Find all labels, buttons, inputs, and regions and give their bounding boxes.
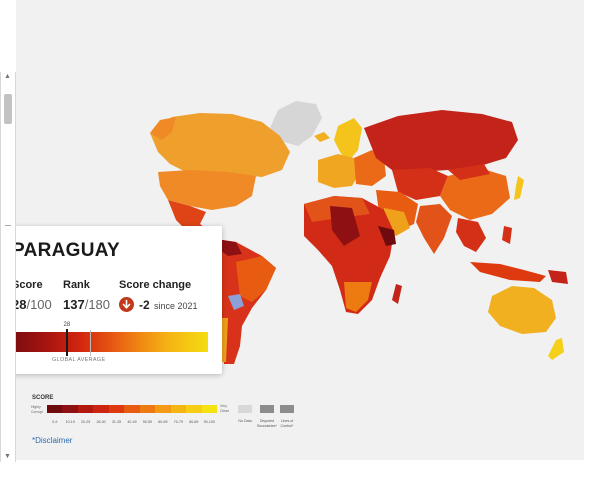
country-name: PARAGUAY [16,240,120,261]
scroll-up-arrow-icon[interactable]: ▲ [4,73,11,80]
madagascar-region[interactable] [392,284,402,304]
russia-region[interactable] [364,110,518,172]
africa-region[interactable] [304,196,394,314]
chile-region[interactable] [222,318,228,362]
legend-range-label: 50-59 [142,420,153,424]
legend-disputed-label: Disputed Boundaries* [257,419,277,428]
alaska-region[interactable] [150,117,176,140]
china-region[interactable] [440,168,510,220]
legend-range-label: 10-19 [65,420,75,424]
disclaimer-link[interactable]: *Disclaimer [32,436,72,445]
rank-value-group: 137/180 [63,297,110,312]
papua-region[interactable] [548,270,568,284]
legend-highly-corrupt: Highly Corrupt [31,405,43,414]
legend-range-label: 90-100 [203,420,215,424]
rank-label: Rank [63,279,90,291]
legend-color-swatch [170,405,187,413]
legend-no-data-label: No Data [238,419,252,423]
score-change-label: Score change [119,279,192,291]
new-zealand-region[interactable] [548,338,564,360]
indonesia-region[interactable] [470,262,546,282]
global-average-marker [90,330,91,356]
legend-color-swatch [93,405,109,413]
legend-color-swatch [108,405,125,413]
brazil-region[interactable] [236,256,276,302]
sahel-region[interactable] [330,206,360,246]
world-map-stage[interactable]: PARAGUAY Score Rank Score change 28/100 … [16,0,584,460]
southern-africa-region[interactable] [344,282,372,312]
score-change-value: -2 [139,298,150,312]
rank-total: /180 [84,297,111,312]
iceland-region[interactable] [314,132,330,142]
score-change-since: since 2021 [154,301,198,311]
score-gradient-bar [16,332,208,352]
legend-lines-of-control-swatch [280,405,294,413]
legend-color-swatch [77,405,94,413]
legend-range-label: 20-25 [81,420,91,424]
scandinavia-region[interactable] [334,118,362,162]
legend-color-swatch [139,405,156,413]
mongolia-region[interactable] [448,164,490,180]
philippines-region[interactable] [502,226,512,244]
score-value: 28 [16,297,27,312]
score-marker-label: 28 [63,322,71,328]
legend-no-data-swatch [238,405,252,413]
legend-color-swatch [62,405,78,413]
legend-range-label: 31-35 [111,420,122,424]
legend-very-clean: Very Clean [220,404,230,413]
scrollbar-thumb[interactable] [4,94,12,124]
legend-color-swatch [124,405,140,413]
india-region[interactable] [416,204,452,254]
legend-range-label: 80-89 [189,420,199,424]
greenland-region[interactable] [270,101,322,146]
legend-range-label: 70-79 [173,420,183,424]
australia-region[interactable] [488,286,556,334]
usa-region[interactable] [158,170,256,210]
score-label: Score [16,279,43,291]
scrollbar-divider [5,225,11,226]
country-info-card: PARAGUAY Score Rank Score change 28/100 … [16,226,222,374]
disclaimer-text[interactable]: Disclaimer [35,436,73,445]
mexico-region[interactable] [168,200,206,232]
legend-range-labels: 0-9 10-19 20-25 26-30 31-35 40-49 50-59 60-69 70… [47,420,217,424]
legend-color-swatch [201,405,217,413]
southeast-asia-region[interactable] [456,218,486,252]
legend-color-swatch [186,405,202,413]
paraguay-region[interactable] [228,294,244,310]
legend-range-label: 60-69 [158,420,168,424]
central-asia-region[interactable] [392,168,448,200]
legend-range-label: 0-9 [52,420,58,424]
legend-range-label: 40-49 [127,420,137,424]
vertical-scrollbar[interactable]: ▲ ▼ [0,72,16,462]
japan-region[interactable] [514,176,524,200]
score-marker [65,329,68,356]
scroll-down-arrow-icon[interactable]: ▼ [4,453,11,460]
global-average-label: GLOBAL AVERAGE [52,357,106,363]
legend-range-label: 26-30 [96,420,106,424]
horn-of-africa-region[interactable] [378,226,396,246]
world-map[interactable] [16,0,584,460]
score-max: /100 [26,297,52,312]
score-value-group: 28/100 [16,297,52,312]
legend-lines-of-control-label: Lines of Control* [280,419,294,428]
legend-color-scale [47,405,217,413]
legend-title: SCORE [32,395,54,401]
disclaimer-marker: * [32,436,36,445]
western-europe-region[interactable] [318,154,360,188]
canada-region[interactable] [150,113,290,177]
venezuela-region[interactable] [220,240,242,256]
arrow-down-circle-icon [119,297,134,312]
legend-color-swatch [47,405,63,413]
legend-color-swatch [155,405,171,413]
legend-disputed-swatch [260,405,274,413]
rank-value: 137 [63,297,85,312]
